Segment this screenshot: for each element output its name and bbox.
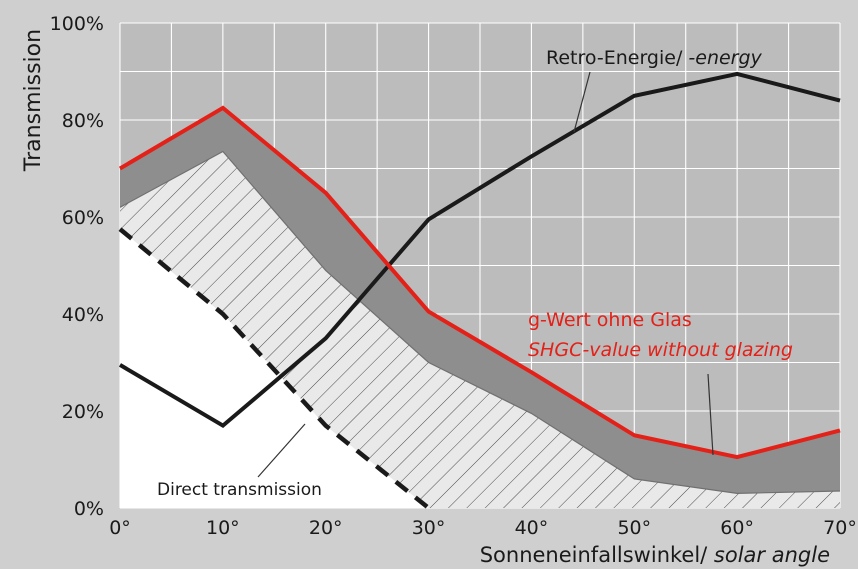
x-tick-label: 60°: [720, 517, 754, 539]
grid-lines: [119, 22, 841, 509]
g-value-annotation-line2: SHGC-value without glazing: [528, 339, 793, 361]
x-tick-label: 10°: [206, 517, 240, 539]
direct-leader-line: [257, 423, 306, 478]
direct-transmission-area: [120, 229, 429, 508]
x-tick-label: 50°: [617, 517, 651, 539]
retro-annotation-italic: -energy: [688, 47, 762, 69]
diffuse-upper-boundary-line: [120, 150, 840, 495]
dark-band-area: [120, 107, 840, 494]
x-tick-label: 70°: [823, 517, 857, 539]
y-tick-label: 60%: [62, 207, 104, 229]
y-axis-label: Transmission: [21, 29, 46, 172]
retro-annotation: Retro-Energie/ -energy: [546, 47, 763, 69]
y-tick-label: 80%: [62, 110, 104, 132]
retro-series-line: [118, 71, 841, 429]
x-axis-label-italic: solar angle: [714, 543, 830, 567]
y-tick-label: 100%: [50, 13, 104, 35]
direct-series-line: [118, 227, 431, 510]
g_value-series-line: [118, 105, 841, 460]
axis-ticks: 0° 10° 20° 30° 40° 50° 60° 70° 0% 20% 40% 60% 80% 100…: [50, 13, 857, 539]
x-tick-label: 40°: [515, 517, 549, 539]
y-tick-label: 20%: [62, 401, 104, 423]
x-axis-label: Sonneneinfallswinkel/ solar angle: [480, 543, 830, 567]
y-tick-label: 40%: [62, 304, 104, 326]
series-lines: [118, 71, 841, 510]
x-tick-label: 0°: [109, 517, 131, 539]
retro-annotation-main: Retro-Energie/: [546, 47, 688, 69]
direct-annotation: Direct transmission: [157, 480, 322, 500]
retro-leader-line: [573, 71, 591, 133]
x-axis-label-main: Sonneneinfallswinkel/: [480, 543, 714, 567]
g-value-annotation-line1: g-Wert ohne Glas: [528, 309, 692, 331]
x-tick-label: 30°: [412, 517, 446, 539]
g-value-leader-line: [707, 373, 714, 456]
y-tick-label: 0%: [74, 498, 104, 520]
x-tick-label: 20°: [309, 517, 343, 539]
